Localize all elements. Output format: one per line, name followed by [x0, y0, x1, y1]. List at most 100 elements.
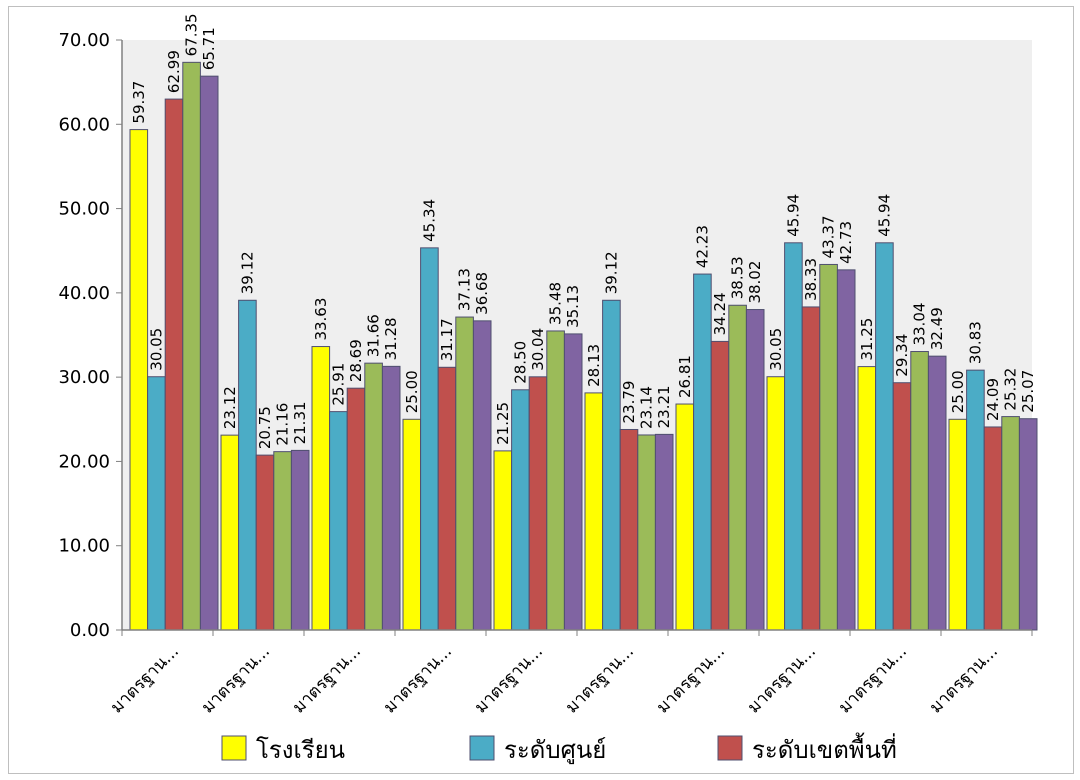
- y-tick-label: 50.00: [58, 199, 110, 220]
- data-label: 31.25: [858, 318, 876, 361]
- bar: [164, 98, 184, 631]
- data-label: 39.12: [238, 251, 256, 294]
- data-label: 39.12: [602, 251, 620, 294]
- data-label: 25.07: [1019, 370, 1037, 413]
- data-label: 21.16: [274, 403, 292, 446]
- legend: โรงเรียน ระดับศูนย์ ระดับเขตพื้นที่: [221, 732, 897, 765]
- data-label: 32.49: [928, 307, 946, 350]
- data-label: 31.28: [382, 317, 400, 360]
- data-label: 24.09: [984, 378, 1002, 421]
- bar: [563, 333, 583, 631]
- bar: [875, 242, 894, 631]
- bar: [511, 389, 530, 631]
- y-tick-label: 70.00: [58, 30, 110, 51]
- data-label: 67.35: [183, 13, 201, 56]
- y-axis-ticks: 0.00 10.00 20.00 30.00 40.00 50.00 60.00 70.00: [58, 30, 122, 641]
- data-label: 30.05: [147, 328, 165, 371]
- bar: [147, 376, 166, 631]
- data-label: 33.63: [312, 298, 330, 341]
- y-tick-label: 60.00: [58, 114, 110, 135]
- bar: [602, 299, 621, 631]
- data-label: 25.32: [1002, 368, 1020, 411]
- data-label: 26.81: [676, 355, 694, 398]
- legend-label: โรงเรียน: [256, 736, 345, 764]
- data-label: 23.14: [638, 386, 656, 429]
- bar: [836, 269, 856, 631]
- bar: [710, 340, 730, 631]
- bar: [983, 426, 1003, 631]
- data-label: 42.23: [693, 225, 711, 268]
- data-label: 23.79: [620, 381, 638, 424]
- bar: [546, 330, 565, 631]
- bar: [220, 434, 240, 631]
- data-label: 37.13: [456, 268, 474, 311]
- legend-label: ระดับศูนย์: [504, 736, 606, 765]
- bar: [1001, 416, 1020, 631]
- data-label: 36.68: [473, 272, 491, 315]
- data-label: 45.34: [420, 199, 438, 242]
- x-tick-label: มาตรฐาน...: [926, 641, 1002, 717]
- bars: [129, 61, 1038, 631]
- bar: [346, 387, 366, 631]
- data-label: 31.66: [365, 314, 383, 357]
- legend-swatch: [717, 735, 743, 761]
- bar: [966, 369, 985, 631]
- bar: [675, 403, 695, 631]
- bar: [273, 451, 292, 631]
- x-tick-label: มาตรฐาน...: [289, 641, 365, 717]
- bar: [948, 418, 968, 631]
- bar: [311, 346, 331, 631]
- bar: [472, 320, 492, 631]
- bar: [584, 392, 604, 631]
- bar: [619, 428, 639, 631]
- x-axis-labels: มาตรฐาน... มาตรฐาน... มาตรฐาน... มาตรฐาน...…: [107, 630, 1033, 718]
- data-label: 38.33: [802, 258, 820, 301]
- data-label: 21.31: [291, 401, 309, 444]
- bar: [892, 382, 912, 631]
- data-label: 45.94: [784, 194, 802, 237]
- bar: [290, 449, 310, 631]
- data-label: 31.17: [438, 318, 456, 361]
- data-label: 25.00: [403, 370, 421, 413]
- x-tick-label: มาตรฐาน...: [835, 641, 911, 717]
- bar: [1018, 418, 1038, 631]
- data-label: 23.21: [655, 385, 673, 428]
- data-label: 21.25: [494, 402, 512, 445]
- bar: [784, 242, 803, 631]
- x-tick-label: มาตรฐาน...: [198, 641, 274, 717]
- data-label: 59.37: [130, 81, 148, 124]
- bar: [801, 306, 821, 631]
- bar: [745, 309, 765, 631]
- legend-swatch: [221, 735, 247, 761]
- bar: [364, 362, 383, 631]
- bar: [728, 304, 747, 631]
- bar: [437, 366, 457, 631]
- x-tick-label: มาตรฐาน...: [744, 641, 820, 717]
- bar: [910, 351, 929, 631]
- data-label: 20.75: [256, 406, 274, 449]
- bar: [455, 316, 474, 631]
- y-tick-label: 0.00: [70, 620, 110, 641]
- data-label: 28.13: [585, 344, 603, 387]
- data-label: 30.05: [767, 328, 785, 371]
- data-label: 29.34: [893, 334, 911, 377]
- data-label: 28.69: [347, 339, 365, 382]
- bar: [819, 263, 838, 631]
- data-label: 30.83: [966, 321, 984, 364]
- bar: [857, 366, 877, 631]
- x-tick-label: มาตรฐาน...: [107, 641, 183, 717]
- bar: [637, 434, 656, 631]
- legend-swatch: [469, 735, 495, 761]
- bar: [381, 365, 401, 631]
- data-label: 42.73: [837, 221, 855, 264]
- bar: [420, 247, 439, 631]
- bar: [766, 376, 786, 631]
- x-tick-label: มาตรฐาน...: [653, 641, 729, 717]
- x-tick-label: มาตรฐาน...: [471, 641, 547, 717]
- y-tick-label: 10.00: [58, 536, 110, 557]
- bar: [329, 411, 348, 631]
- data-label: 30.04: [529, 328, 547, 371]
- y-tick-label: 20.00: [58, 451, 110, 472]
